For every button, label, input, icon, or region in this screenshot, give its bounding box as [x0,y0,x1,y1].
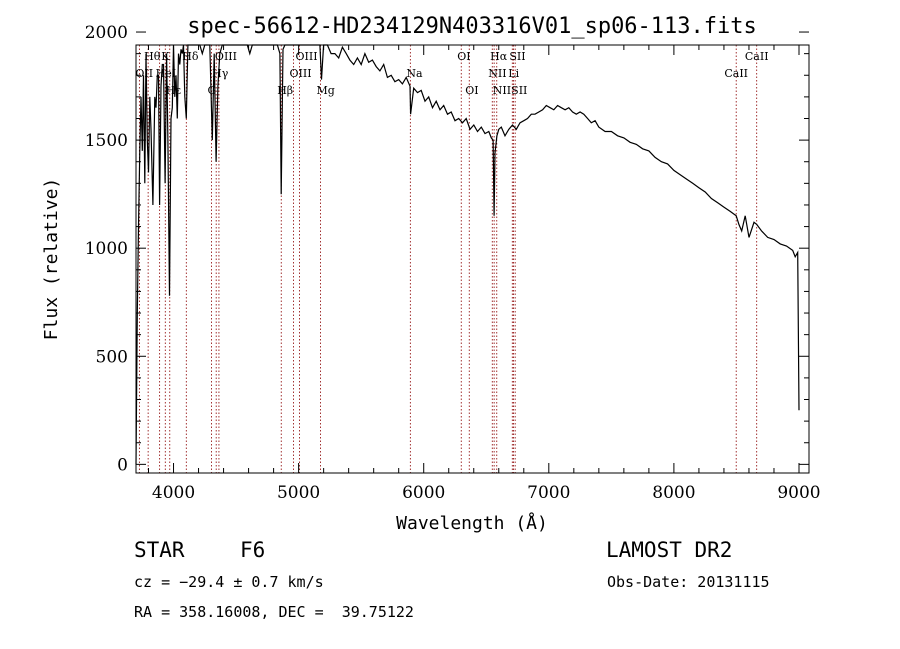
x-axis-label: Wavelength (Å) [396,512,548,534]
spectral-line-label: SII [511,84,527,97]
y-tick-label: 0 [117,455,128,475]
x-tick-label: 6000 [402,483,445,503]
x-axis-ticks: 4000 5000 6000 7000 8000 9000 [148,45,821,503]
velocity-text: cz = −29.4 ± 0.7 km/s [134,573,324,591]
y-axis-ticks: 0 500 1000 1500 2000 [85,23,809,475]
spectrum-line [135,44,800,465]
spectral-line-label: Mg [317,84,335,97]
x-tick-label: 4000 [152,483,195,503]
chart-title: spec-56612-HD234129N403316V01_sp06-113.f… [187,14,757,39]
spectral-line-label: Hε [166,84,182,97]
y-axis-label: Flux (relative) [41,178,62,341]
spectral-line-label: Hγ [212,67,229,80]
object-class: STAR [134,538,185,562]
y-tick-label: 1000 [85,239,128,259]
spectral-line-label: OI [465,84,478,97]
spectral-line-label: CaII [724,67,748,80]
spectral-line-label: G [208,84,217,97]
spectral-line-label: CaII [745,50,769,63]
y-tick-label: 500 [96,347,128,367]
spectral-line-label: Na [406,67,423,80]
spectral-line-label: NII [488,67,506,80]
spectral-line-label: OI [457,50,470,63]
coordinates-text: RA = 358.16008, DEC = 39.75122 [134,603,414,621]
spectral-line-label: OII [135,67,153,80]
spectral-line-label: Li [508,67,519,80]
spectral-line-label: OIII [295,50,317,63]
spectral-line-label: Hα [490,50,508,63]
plot-frame [135,44,810,474]
obs-date-text: Obs-Date: 20131115 [607,573,770,591]
spectral-line-label: OIII [289,67,311,80]
spectral-line-markers [138,45,758,473]
spectral-line-label: SII [509,50,525,63]
spectral-line-label: OIII [215,50,237,63]
x-tick-label: 7000 [527,483,570,503]
x-tick-label: 8000 [652,483,695,503]
survey-name: LAMOST DR2 [606,538,733,562]
object-subclass: F6 [240,538,266,562]
y-tick-label: 2000 [85,23,128,43]
x-tick-label: 5000 [277,483,320,503]
y-tick-label: 1500 [85,131,128,151]
spectral-line-label: Hβ [277,84,293,97]
x-tick-label: 9000 [777,483,820,503]
spectral-line-label: Hθ [144,50,161,63]
spectral-line-label: NII [493,84,511,97]
spectral-line-label: Hδ [182,50,199,63]
spectral-line-label: K [161,50,170,63]
